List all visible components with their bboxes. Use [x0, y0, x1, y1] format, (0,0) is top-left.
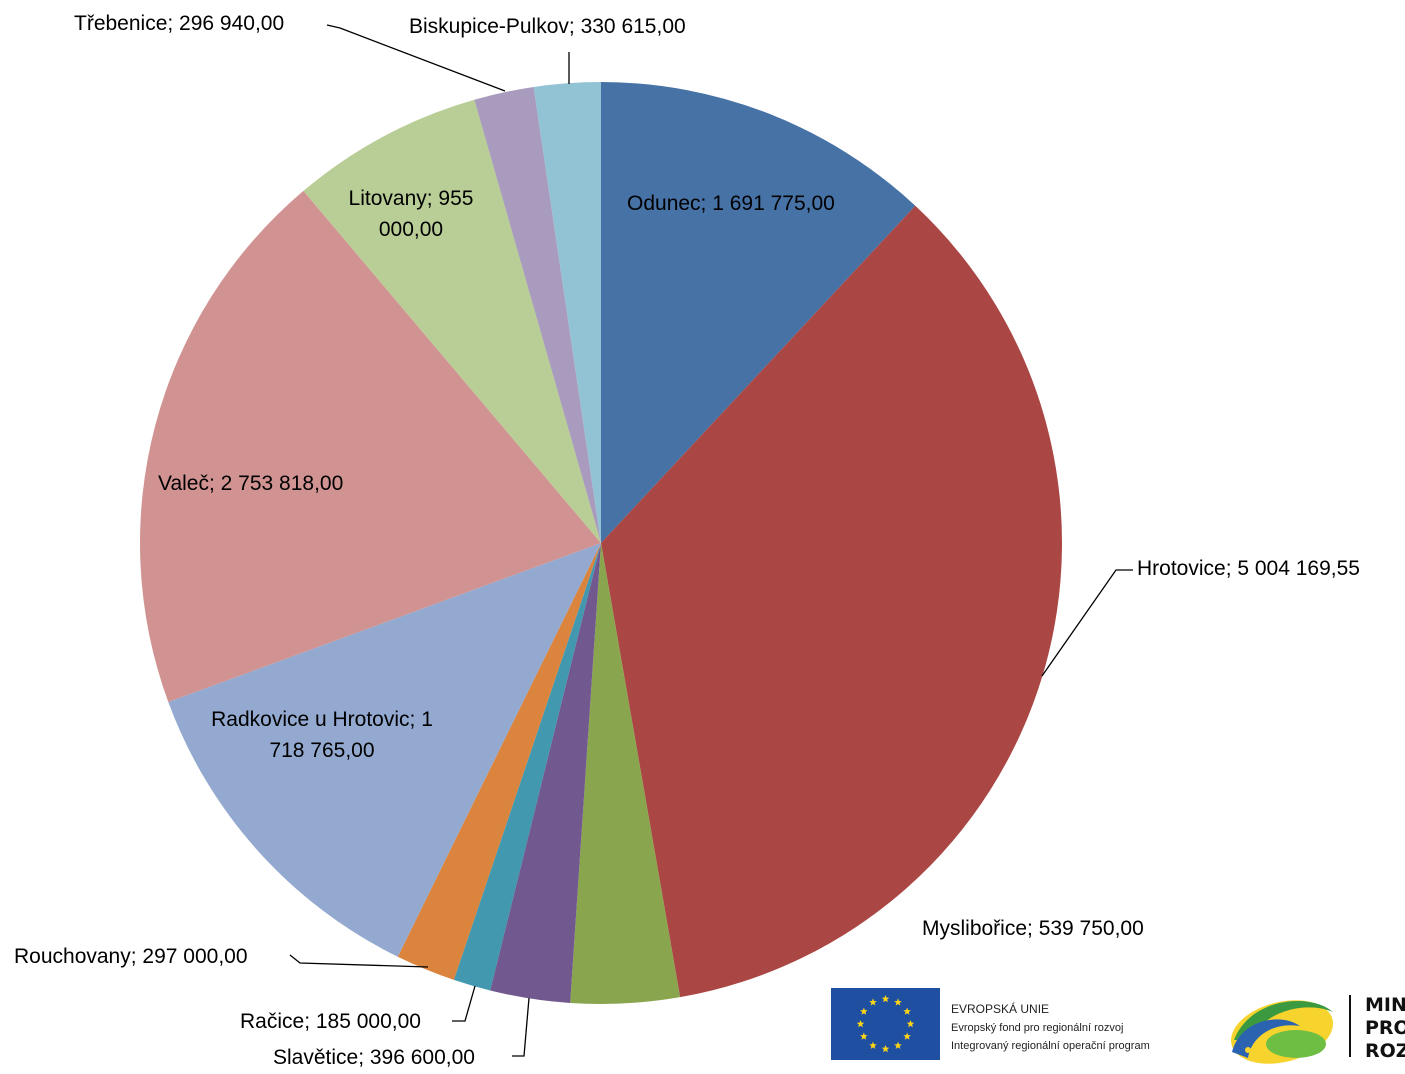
eu-star-icon — [903, 1007, 911, 1015]
leader-line-slavetice — [512, 997, 530, 1057]
slice-hrotovice — [601, 205, 1063, 998]
eu-star-icon — [903, 1032, 911, 1040]
leader-line-rouchovany — [289, 954, 429, 968]
data-label-radkovice-u-hrotovic: Radkovice u Hrotovic; 1 718 765,00 — [211, 708, 433, 762]
data-label-trebenice: Třebenice; 296 940,00 — [74, 12, 284, 35]
data-label-line: Radkovice u Hrotovic; 1 — [211, 708, 433, 731]
mmr-name-line2: PRO — [1365, 1017, 1405, 1039]
slice-radkovice-u-hrotovic — [168, 543, 601, 957]
data-label-mysliborice: Myslibořice; 539 750,00 — [922, 917, 1144, 940]
slice-litovany — [303, 99, 601, 543]
slice-racice — [453, 543, 601, 991]
eu-star-icon — [856, 1020, 865, 1028]
eu-star-icon — [894, 1041, 902, 1049]
leader-lines — [289, 24, 1133, 1057]
eu-star-icon — [906, 1020, 915, 1028]
eu-fund-label: Evropský fond pro regionální rozvoj — [951, 1022, 1123, 1034]
slice-biskupice-pulkov — [533, 82, 601, 543]
slice-odunec — [601, 82, 916, 543]
mmr-logo: MIN PRO ROZ — [1231, 994, 1405, 1064]
eu-star-icon — [881, 995, 890, 1003]
eu-star-icon — [869, 998, 877, 1006]
data-label-biskupice-pulkov: Biskupice-Pulkov; 330 615,00 — [409, 15, 686, 38]
slice-trebenice — [474, 86, 601, 543]
data-label-line: 718 765,00 — [269, 739, 374, 762]
eu-star-icon — [860, 1032, 868, 1040]
data-label-odunec: Odunec; 1 691 775,00 — [627, 192, 835, 215]
data-label-slavetice: Slavětice; 396 600,00 — [273, 1046, 475, 1069]
slice-mysliborice — [570, 543, 681, 1005]
pie-slices — [140, 82, 1063, 1005]
data-label-valec: Valeč; 2 753 818,00 — [158, 472, 343, 495]
leader-line-racice — [452, 985, 476, 1022]
data-label-line: 000,00 — [379, 218, 443, 241]
data-label-litovany: Litovany; 955 000,00 — [349, 187, 474, 241]
data-label-hrotovice: Hrotovice; 5 004 169,55 — [1137, 557, 1360, 580]
eu-star-icon — [869, 1041, 877, 1049]
mmr-name-line1: MIN — [1365, 994, 1405, 1016]
slice-valec — [140, 190, 601, 702]
slice-slavetice — [490, 543, 601, 1003]
eu-union-label: EVROPSKÁ UNIE — [951, 1001, 1049, 1016]
data-labels: Odunec; 1 691 775,00 Hrotovice; 5 004 169… — [14, 12, 1360, 1069]
slice-rouchovany — [397, 543, 601, 980]
mmr-divider — [1349, 995, 1351, 1057]
mmr-emblem-icon — [1231, 1000, 1333, 1064]
eu-star-icon — [894, 998, 902, 1006]
eu-program-label: Integrovaný regionální operační program — [951, 1040, 1150, 1052]
eu-stars-icon — [856, 995, 915, 1053]
data-label-line: Litovany; 955 — [349, 187, 474, 210]
mmr-name-line3: ROZ — [1365, 1040, 1405, 1062]
data-label-rouchovany: Rouchovany; 297 000,00 — [14, 945, 248, 968]
eu-star-icon — [881, 1045, 890, 1053]
data-label-racice: Račice; 185 000,00 — [240, 1010, 421, 1033]
leader-line-trebenice — [326, 24, 506, 92]
eu-logo: EVROPSKÁ UNIE Evropský fond pro regionál… — [831, 988, 1150, 1060]
leader-line-hrotovice — [1041, 569, 1133, 677]
eu-star-icon — [860, 1007, 868, 1015]
